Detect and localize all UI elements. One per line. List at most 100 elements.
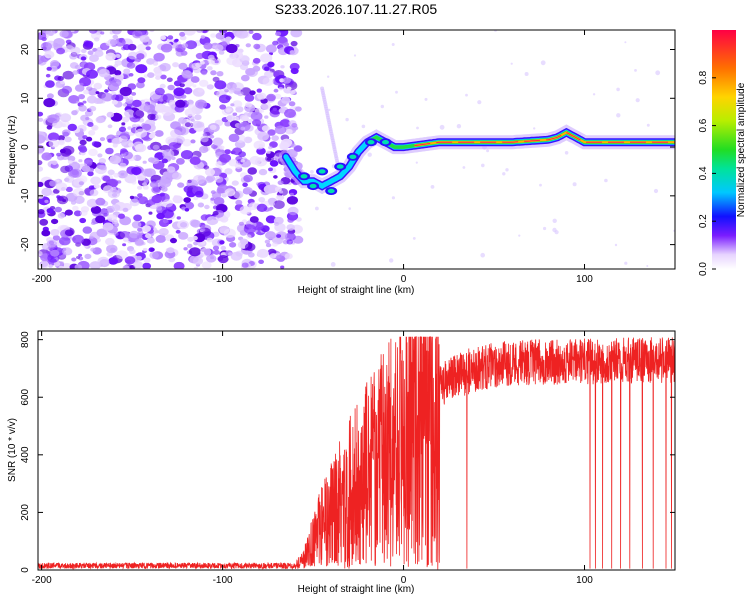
snr-series-line — [38, 336, 675, 570]
noise-speck — [412, 237, 416, 240]
noise-speck — [200, 35, 206, 39]
figure-title: S233.2026.107.11.27.R05 — [275, 1, 438, 17]
noise-speck — [69, 53, 78, 60]
noise-speck — [101, 92, 113, 102]
noise-speck — [439, 124, 445, 130]
noise-speck — [391, 43, 395, 46]
noise-speck — [166, 166, 176, 173]
noise-speck — [122, 207, 129, 213]
noise-speck — [108, 257, 119, 265]
noise-speck — [249, 155, 262, 165]
noise-speck — [90, 247, 96, 252]
noise-speck — [120, 131, 131, 140]
noise-speck — [98, 68, 110, 78]
noise-speck — [160, 35, 167, 40]
noise-speck — [276, 234, 282, 238]
noise-speck — [84, 40, 94, 48]
noise-speck — [235, 199, 243, 206]
noise-speck — [258, 197, 266, 203]
noise-speck — [269, 253, 277, 259]
noise-speck — [192, 257, 204, 265]
noise-speck — [56, 47, 65, 55]
noise-speck — [148, 211, 153, 215]
noise-speck — [228, 89, 235, 94]
noise-speck — [142, 182, 148, 187]
noise-speck — [200, 135, 209, 143]
noise-speck — [271, 242, 278, 247]
noise-speck — [184, 108, 196, 117]
noise-speck — [238, 121, 251, 132]
noise-speck — [136, 234, 143, 240]
noise-speck — [220, 245, 227, 251]
noise-speck — [178, 117, 187, 124]
noise-speck — [55, 182, 68, 192]
noise-speck — [179, 31, 186, 37]
noise-speck — [236, 30, 249, 39]
noise-speck — [240, 64, 248, 71]
noise-speck — [39, 261, 49, 269]
noise-speck — [98, 158, 107, 164]
noise-speck — [102, 175, 111, 182]
noise-speck — [73, 210, 82, 217]
noise-speck — [279, 119, 291, 128]
ridge-blob-core — [327, 188, 335, 194]
noise-speck — [55, 83, 62, 89]
noise-speck — [113, 172, 120, 178]
noise-speck — [193, 176, 199, 181]
noise-speck — [38, 147, 44, 155]
noise-speck — [277, 36, 288, 44]
noise-speck — [146, 237, 155, 244]
noise-speck — [190, 76, 200, 83]
noise-speck — [76, 175, 88, 184]
noise-speck — [160, 74, 167, 80]
noise-speck — [327, 75, 330, 78]
noise-speck — [160, 43, 173, 53]
noise-speck — [78, 253, 83, 257]
spectrogram-x-tick-label: -200 — [32, 274, 52, 285]
noise-speck — [95, 91, 100, 95]
snr-y-tick-label: 400 — [20, 446, 31, 463]
noise-speck — [52, 235, 61, 241]
noise-speck — [213, 249, 220, 255]
ridge-blob-core — [336, 164, 344, 169]
noise-speck — [128, 73, 134, 77]
noise-speck — [224, 188, 236, 197]
noise-speck — [252, 119, 262, 127]
noise-speck — [94, 50, 104, 57]
colorbar-ticks: 0.0 0.2 0.4 0.6 0.8 — [698, 70, 716, 276]
noise-speck — [250, 111, 263, 121]
noise-speck — [200, 247, 212, 257]
noise-speck — [116, 250, 128, 260]
noise-speck — [161, 106, 174, 116]
noise-speck — [231, 180, 239, 186]
noise-speck — [265, 231, 276, 240]
noise-speck — [226, 114, 236, 122]
noise-speck — [209, 134, 215, 139]
noise-speck — [282, 77, 291, 84]
noise-speck — [183, 247, 188, 251]
noise-speck — [380, 104, 384, 109]
noise-speck — [214, 80, 227, 90]
noise-speck — [173, 87, 185, 97]
noise-speck — [232, 100, 243, 108]
noise-speck — [105, 147, 114, 155]
noise-speck — [361, 124, 366, 129]
noise-speck — [60, 80, 65, 85]
noise-speck — [93, 82, 103, 90]
noise-speck — [212, 210, 219, 216]
noise-speck — [177, 182, 185, 188]
noise-speck — [131, 167, 142, 175]
noise-speck — [136, 81, 145, 89]
noise-speck — [97, 256, 110, 266]
noise-speck — [102, 222, 114, 231]
noise-speck — [180, 150, 194, 160]
noise-speck — [206, 84, 214, 90]
noise-speck — [244, 242, 256, 252]
noise-speck — [149, 251, 159, 259]
noise-speck — [95, 197, 106, 206]
noise-speck — [129, 198, 140, 207]
noise-speck — [90, 205, 102, 214]
noise-speck — [505, 168, 509, 172]
noise-speck — [416, 126, 419, 130]
noise-speck — [122, 103, 128, 107]
